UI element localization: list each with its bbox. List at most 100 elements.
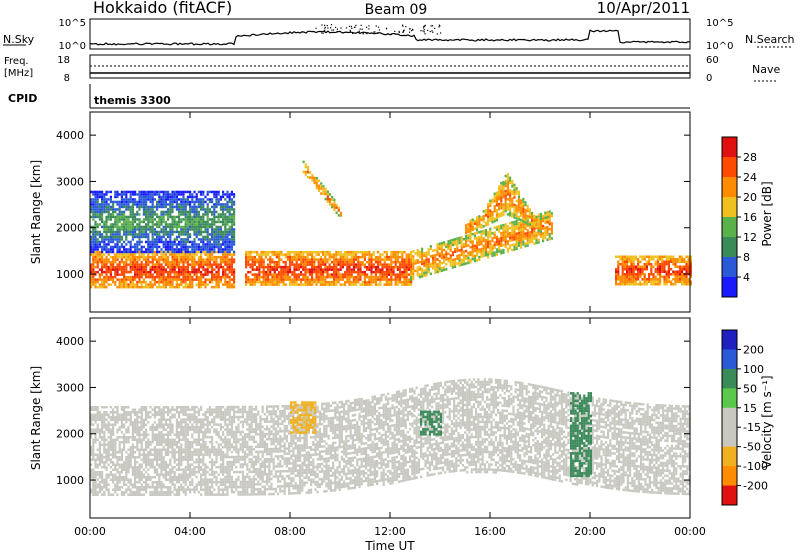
- data-cell: [145, 223, 148, 226]
- data-cell: [96, 280, 99, 284]
- data-cell: [322, 268, 325, 271]
- data-cell: [204, 228, 207, 231]
- data-cell: [224, 203, 227, 206]
- data-cell: [107, 443, 110, 446]
- data-cell: [432, 262, 435, 265]
- data-cell: [142, 268, 145, 271]
- data-cell: [98, 255, 101, 259]
- data-cell: [352, 250, 355, 254]
- data-cell: [94, 210, 97, 214]
- data-cell: [105, 260, 108, 264]
- data-cell: [206, 270, 209, 274]
- data-cell: [136, 443, 139, 446]
- data-cell: [256, 265, 259, 269]
- data-cell: [451, 263, 454, 267]
- data-cell: [230, 270, 233, 274]
- data-cell: [127, 426, 130, 429]
- data-cell: [333, 203, 336, 207]
- data-cell: [151, 268, 154, 271]
- data-cell: [689, 263, 692, 266]
- data-cell: [337, 270, 340, 274]
- data-cell: [134, 426, 137, 429]
- data-cell: [184, 205, 187, 209]
- data-cell: [228, 253, 231, 256]
- data-cell: [621, 263, 624, 266]
- data-cell: [355, 265, 358, 269]
- nsearch-dot: [385, 27, 388, 29]
- nsearch-dot: [366, 26, 368, 28]
- data-cell: [302, 170, 305, 174]
- data-cell: [145, 230, 148, 234]
- data-cell: [147, 223, 150, 226]
- data-cell: [114, 275, 117, 279]
- data-cell: [282, 260, 285, 264]
- data-cell: [346, 273, 349, 276]
- data-cell: [498, 242, 501, 246]
- data-cell: [515, 237, 518, 240]
- data-cell: [92, 456, 95, 459]
- data-cell: [374, 265, 377, 269]
- data-cell: [142, 230, 145, 234]
- data-cell: [127, 230, 130, 234]
- data-cell: [672, 283, 675, 286]
- data-cell: [175, 285, 178, 289]
- data-cell: [339, 255, 342, 259]
- nsearch-dot: [375, 25, 377, 27]
- data-cell: [487, 230, 490, 234]
- data-cell: [427, 253, 430, 256]
- data-cell: [381, 263, 384, 266]
- data-cell: [222, 248, 225, 251]
- data-cell: [184, 240, 187, 244]
- data-cell: [191, 208, 194, 211]
- data-cell: [142, 218, 145, 221]
- data-cell: [550, 232, 553, 235]
- data-cell: [204, 200, 207, 204]
- data-cell: [524, 244, 527, 248]
- data-cell: [230, 230, 233, 234]
- data-cell: [421, 247, 424, 251]
- data-cell: [217, 263, 220, 266]
- data-cell: [189, 215, 192, 219]
- data-cell: [151, 215, 154, 219]
- data-cell: [438, 252, 441, 255]
- data-cell: [103, 225, 106, 229]
- data-cell: [317, 184, 321, 188]
- data-cell: [511, 233, 514, 237]
- data-cell: [101, 215, 104, 219]
- data-cell: [162, 195, 165, 199]
- data-cell: [233, 210, 236, 214]
- data-cell: [138, 486, 141, 489]
- data-cell: [520, 221, 523, 224]
- data-cell: [224, 198, 227, 201]
- data-cell: [659, 275, 662, 278]
- data-cell: [178, 205, 181, 209]
- data-cell: [114, 421, 117, 424]
- data-cell: [195, 228, 198, 231]
- data-cell: [118, 446, 121, 449]
- data-cell: [230, 238, 233, 241]
- data-cell: [125, 283, 128, 286]
- data-cell: [377, 258, 380, 261]
- data-cell: [667, 268, 670, 271]
- data-cell: [504, 209, 507, 213]
- data-cell: [407, 253, 410, 256]
- data-cell: [107, 441, 110, 444]
- data-cell: [399, 263, 402, 266]
- data-cell: [548, 227, 551, 231]
- data-cell: [495, 194, 498, 197]
- data-cell: [197, 270, 200, 274]
- data-cell: [344, 280, 347, 284]
- data-cell: [96, 215, 99, 219]
- data-cell: [213, 210, 216, 214]
- data-cell: [103, 448, 106, 451]
- data-cell: [103, 423, 106, 426]
- data-cell: [202, 275, 205, 279]
- data-cell: [92, 253, 95, 256]
- data-cell: [206, 255, 209, 259]
- data-cell: [456, 249, 459, 253]
- data-cell: [186, 235, 189, 239]
- data-cell: [169, 245, 172, 249]
- data-cell: [105, 458, 108, 461]
- data-cell: [120, 268, 123, 271]
- data-cell: [142, 278, 145, 281]
